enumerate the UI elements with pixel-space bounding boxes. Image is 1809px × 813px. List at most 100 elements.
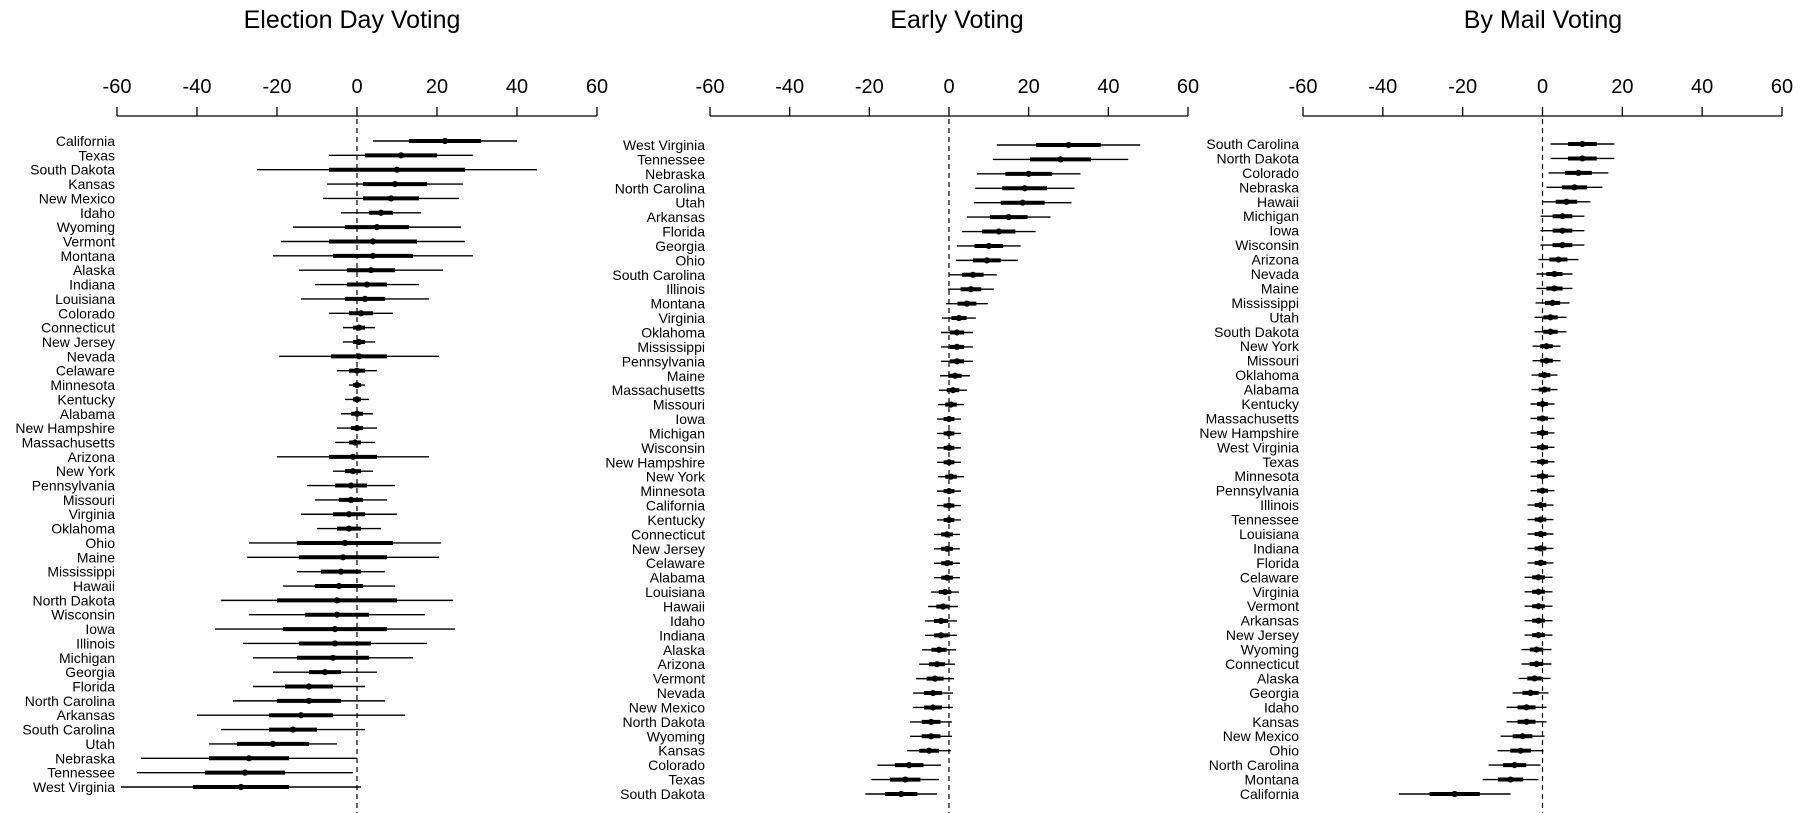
row-kentucky: Kentucky	[647, 512, 961, 528]
point-estimate	[337, 568, 345, 575]
state-label: New York	[646, 469, 706, 485]
state-label: Nevada	[1251, 266, 1299, 282]
row-north-carolina: North Carolina	[615, 180, 1075, 196]
row-nevada: Nevada	[1251, 266, 1573, 282]
row-south-dakota: South Dakota	[620, 786, 938, 802]
point-estimate	[1523, 704, 1530, 711]
x-tick-label: -60	[696, 76, 725, 98]
x-tick-label: -60	[103, 76, 132, 98]
state-label: Hawaii	[73, 578, 115, 594]
point-estimate	[1539, 444, 1546, 451]
point-estimate	[1549, 299, 1556, 306]
row-california: California	[646, 498, 961, 514]
point-estimate	[1571, 184, 1578, 191]
x-tick-label: 40	[1691, 76, 1713, 98]
point-estimate	[943, 545, 951, 552]
state-label: North Dakota	[1217, 150, 1300, 166]
state-label: Indiana	[659, 627, 705, 643]
state-label: North Carolina	[25, 693, 115, 709]
row-louisiana: Louisiana	[645, 584, 959, 600]
row-georgia: Georgia	[655, 238, 1021, 254]
state-label: Florida	[1256, 555, 1299, 571]
state-label: Massachusetts	[1206, 410, 1299, 426]
point-estimate	[955, 314, 963, 322]
state-label: South Dakota	[30, 162, 115, 178]
point-estimate	[1533, 646, 1540, 653]
point-estimate	[925, 747, 933, 754]
point-estimate	[1025, 170, 1032, 177]
state-label: North Carolina	[1209, 757, 1299, 773]
point-estimate	[289, 726, 297, 733]
point-estimate	[1539, 458, 1546, 465]
state-label: California	[646, 498, 705, 514]
row-alabama: Alabama	[60, 406, 373, 422]
row-florida: Florida	[1256, 555, 1554, 571]
state-label: Wyoming	[1241, 642, 1299, 658]
row-nebraska: Nebraska	[645, 166, 1081, 182]
state-label: Nevada	[67, 348, 115, 364]
point-estimate	[985, 242, 992, 250]
point-estimate	[1527, 689, 1534, 696]
state-label: Idaho	[670, 613, 705, 629]
state-label: New Mexico	[629, 699, 705, 715]
row-maine: Maine	[667, 368, 970, 384]
point-estimate	[1539, 429, 1546, 436]
point-estimate	[943, 531, 951, 538]
row-louisiana: Louisiana	[1239, 526, 1554, 542]
row-new-york: New York	[56, 463, 373, 479]
state-label: Massachusetts	[22, 434, 115, 450]
row-alaska: Alaska	[663, 642, 956, 658]
row-wyoming: Wyoming	[57, 219, 461, 235]
point-estimate	[937, 632, 945, 639]
row-minnesota: Minnesota	[640, 483, 961, 499]
row-tennessee: Tennessee	[637, 151, 1129, 167]
row-alabama: Alabama	[650, 570, 960, 586]
point-estimate	[945, 459, 953, 466]
point-estimate	[951, 372, 959, 379]
row-alabama: Alabama	[1244, 382, 1558, 398]
state-label: Indiana	[1253, 540, 1299, 556]
point-estimate	[245, 755, 253, 762]
x-tick-label: 60	[1771, 76, 1793, 98]
point-estimate	[1559, 213, 1566, 220]
row-tennessee: Tennessee	[1231, 512, 1554, 528]
state-label: Florida	[662, 224, 705, 240]
point-estimate	[347, 482, 355, 489]
point-estimate	[945, 488, 953, 495]
row-michigan: Michigan	[649, 425, 961, 441]
row-texas: Texas	[668, 772, 940, 788]
point-estimate	[1563, 198, 1570, 205]
row-south-carolina: South Carolina	[612, 267, 997, 283]
state-label: Celaware	[56, 363, 115, 379]
point-estimate	[341, 539, 349, 547]
state-label: Massachusetts	[612, 382, 705, 398]
point-estimate	[947, 401, 955, 408]
state-label: Maine	[77, 549, 115, 565]
panel-election-day-voting: Election Day Voting -60 -40 -20 0 20 40 60 Calif…	[15, 6, 608, 813]
state-label: Hawaii	[663, 599, 705, 615]
state-label: South Carolina	[1206, 136, 1299, 152]
row-celaware: Celaware	[56, 363, 377, 379]
state-label: Maine	[1261, 280, 1299, 296]
point-estimate	[349, 468, 357, 475]
point-estimate	[305, 697, 313, 704]
point-estimate	[1511, 762, 1518, 769]
point-estimate	[945, 516, 953, 524]
point-estimate	[1555, 256, 1562, 263]
row-georgia: Georgia	[65, 664, 377, 680]
row-new-jersey: New Jersey	[1226, 627, 1553, 643]
point-estimate	[333, 611, 341, 618]
point-estimate	[949, 387, 957, 394]
row-idaho: Idaho	[1264, 699, 1547, 715]
row-florida: Florida	[662, 224, 1036, 240]
panel-title: By Mail Voting	[1464, 6, 1622, 34]
row-kentucky: Kentucky	[1241, 396, 1555, 412]
row-indiana: Indiana	[1253, 540, 1554, 556]
state-label: Connecticut	[1225, 656, 1299, 672]
row-virginia: Virginia	[69, 506, 397, 522]
point-estimate	[367, 267, 375, 274]
state-label: Arkansas	[57, 707, 115, 723]
state-label: Kentucky	[57, 391, 115, 407]
state-label: Connecticut	[41, 320, 115, 336]
